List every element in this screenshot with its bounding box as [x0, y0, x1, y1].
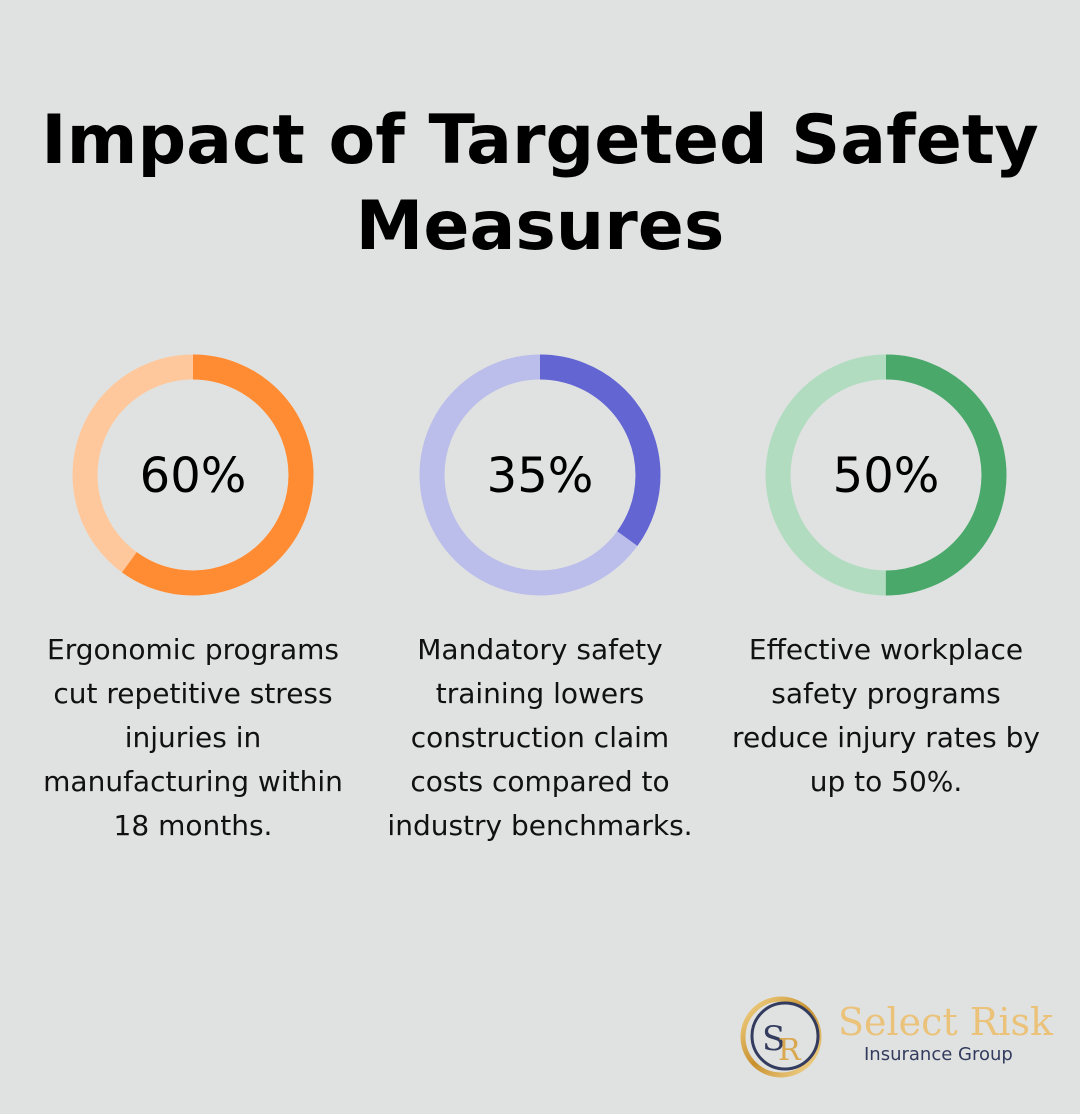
- donut-chart-0: 60%: [72, 354, 314, 596]
- svg-text:R: R: [778, 1033, 802, 1068]
- stat-card-1: 35% Mandatory safety training lowers con…: [380, 350, 700, 848]
- stat-card-2: 50% Effective workplace safety programs …: [726, 350, 1046, 804]
- page-title: Impact of Targeted Safety Measures: [41, 101, 1039, 266]
- donut-value-label: 35%: [487, 448, 594, 504]
- donut-value-label: 50%: [833, 448, 940, 504]
- stat-description: Effective workplace safety programs redu…: [732, 633, 1040, 798]
- stat-description: Mandatory safety training lowers constru…: [387, 633, 693, 842]
- stat-card-0: 60% Ergonomic programs cut repetitive st…: [33, 350, 353, 848]
- donut-chart-2: 50%: [765, 354, 1007, 596]
- stat-description: Ergonomic programs cut repetitive stress…: [43, 633, 343, 842]
- company-logo: S R Select Risk Insurance Group: [740, 992, 1060, 1082]
- logo-subtitle: Insurance Group: [864, 1044, 1013, 1065]
- logo-emblem-icon: S R: [740, 996, 822, 1078]
- donut-chart-1: 35%: [419, 354, 661, 596]
- donut-value-label: 60%: [140, 448, 247, 504]
- logo-name: Select Risk: [838, 1000, 1054, 1044]
- donut-arc: [419, 354, 661, 596]
- svg-text:S: S: [762, 1019, 785, 1059]
- donut-arc: [765, 354, 1007, 596]
- donut-arc: [72, 354, 314, 596]
